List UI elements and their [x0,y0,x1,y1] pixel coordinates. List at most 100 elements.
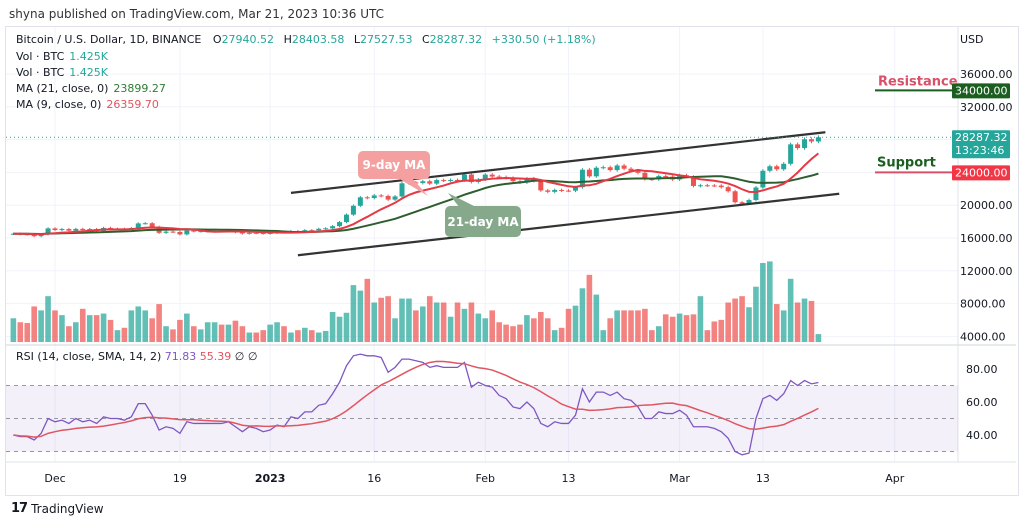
volume-bar [496,322,502,342]
volume-bar [59,315,65,342]
open-value: 27940.52 [221,33,275,46]
candle-body [38,234,44,237]
ma21-callout-text: 21-day MA [447,215,519,229]
ma21-line [13,172,819,235]
volume-bar [66,326,72,342]
candle-body [607,167,613,171]
candle-body [614,165,620,171]
legend-rsi[interactable]: RSI (14, close, SMA, 14, 2) 71.83 55.39 … [16,350,257,363]
volume-bar [225,324,232,342]
volume-bar [260,330,266,342]
candle-body [579,169,585,188]
price-tick: 32000.00 [960,101,1013,114]
channel-lower-trendline [297,192,840,257]
ma21-label: MA (21, close, 0) [16,82,109,95]
symbol-title[interactable]: Bitcoin / U.S. Dollar, 1D, BINANCE [16,33,202,46]
volume-bar [177,319,183,342]
candle-body [378,195,384,197]
volume-bar [635,310,641,342]
volume-bar [732,298,738,342]
chart-frame[interactable] [5,26,1019,496]
date-tick: 19 [173,472,187,485]
volume-bar [315,332,322,342]
candle-body [191,230,197,232]
volume-bar [447,316,454,342]
volume-bar [614,310,620,342]
candle-body [427,181,433,184]
volume-bar [725,302,731,342]
candle-body [802,139,808,149]
candle-body [371,195,377,198]
candle-body [239,232,245,234]
volume-bar [773,304,780,342]
volume-bar [274,322,280,342]
volume-bar [524,315,530,342]
volume-bar [558,327,565,342]
candle-body [461,174,467,181]
volume-bar [86,315,93,342]
footer-brand[interactable]: 17 TradingView [11,501,104,516]
candle-body [635,170,641,173]
vol2-label: Vol · BTC [16,66,65,79]
candle-body [45,228,51,235]
volume-bar [475,313,482,342]
rsi-label: RSI (14, close, SMA, 14, 2) [16,350,162,363]
currency-label: USD [960,33,984,46]
volume-bar [531,318,537,342]
high-label: H [283,33,292,46]
rsi-line [13,353,819,456]
legend-symbol-row: Bitcoin / U.S. Dollar, 1D, BINANCE O2794… [16,33,596,46]
support-price-box [952,165,1010,181]
volume-bar [364,278,371,342]
volume-bar [142,310,149,342]
volume-bar [45,296,51,342]
volume-bar [676,313,683,342]
volume-bar [308,330,315,342]
candle-body [663,176,669,178]
candle-body [573,187,578,191]
price-tick: 36000.00 [960,68,1013,81]
volume-bar [593,294,600,342]
volume-bar [621,310,627,342]
volume-bar [780,310,787,342]
volume-bar [468,302,475,342]
volume-bar [184,313,190,342]
volume-bar [267,324,273,342]
volume-bar [767,261,773,342]
price-tick: 12000.00 [960,265,1013,278]
date-tick: 13 [562,472,576,485]
candle-body [795,144,801,149]
candle-body [496,176,502,178]
ma9-value: 26359.70 [106,98,159,111]
volume-bar [246,332,253,342]
last-price-box-text: 28287.32 [955,131,1008,144]
candle-body [177,231,183,235]
volume-bar [454,302,461,342]
candle-body [343,214,349,223]
legend-vol2[interactable]: Vol · BTC 1.425K [16,66,108,79]
candle-body [455,179,461,181]
candle-body [87,229,93,231]
legend-vol1[interactable]: Vol · BTC 1.425K [16,50,108,63]
candle-body [788,144,794,164]
candle-body [323,228,329,230]
volume-bar [642,308,648,342]
legend-ma9[interactable]: MA (9, close, 0) 26359.70 [16,98,159,111]
volume-bar [239,326,246,342]
volume-bar [38,310,44,342]
candle-body [704,185,710,187]
candle-body [815,137,821,142]
volume-bar [690,314,697,342]
volume-bar [787,278,794,342]
candle-body [80,228,86,231]
volume-bar [156,304,162,342]
volume-bar [31,306,37,342]
volume-bar [197,329,204,342]
candle-body [135,223,141,229]
candle-body [170,231,176,233]
candle-body [593,167,599,177]
legend-ma21[interactable]: MA (21, close, 0) 23899.27 [16,82,166,95]
candle-body [66,229,72,231]
volume-bar [426,296,433,342]
